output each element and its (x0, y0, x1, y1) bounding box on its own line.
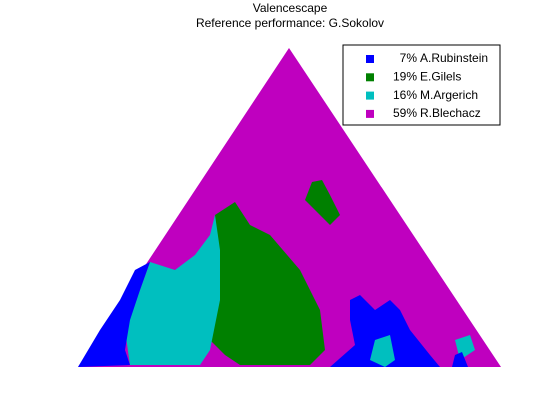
chart-subtitle: Reference performance: G.Sokolov (196, 16, 384, 30)
legend-label: E.Gilels (420, 69, 461, 83)
legend-marker (366, 91, 374, 100)
region (78, 262, 150, 367)
legend-label: M.Argerich (420, 88, 478, 102)
legend-marker (366, 109, 374, 118)
legend-marker (366, 73, 374, 82)
region (210, 202, 325, 365)
legend-value: 16% (393, 88, 417, 102)
legend-marker (366, 55, 374, 63)
region (370, 335, 395, 367)
region (330, 295, 440, 367)
legend-value: 59% (393, 106, 417, 120)
legend-value: 7% (400, 51, 418, 65)
chart-title: Valencescape (253, 1, 328, 15)
legend-value: 19% (393, 69, 417, 83)
plot-area (78, 48, 501, 367)
legend-label: A.Rubinstein (420, 51, 488, 65)
region (452, 352, 468, 367)
region (305, 180, 340, 225)
legend-label: R.Blechacz (420, 106, 481, 120)
region (125, 215, 220, 365)
